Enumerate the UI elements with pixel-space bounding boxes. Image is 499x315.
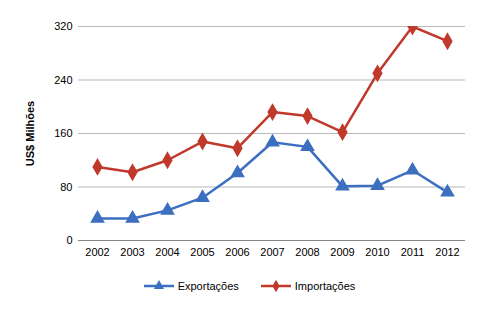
html-text:Importações: Importações bbox=[294, 280, 356, 292]
svg-text:2007: 2007 bbox=[260, 246, 284, 258]
svg-text:240: 240 bbox=[54, 74, 72, 86]
svg-text:US$ Milhões: US$ Milhões bbox=[24, 101, 36, 166]
svg-text:2010: 2010 bbox=[365, 246, 389, 258]
svg-text:160: 160 bbox=[54, 127, 72, 139]
svg-text:80: 80 bbox=[60, 181, 72, 193]
svg-text:2008: 2008 bbox=[295, 246, 319, 258]
svg-text:2004: 2004 bbox=[155, 246, 179, 258]
svg-text:320: 320 bbox=[54, 20, 72, 32]
svg-text:2011: 2011 bbox=[401, 246, 425, 258]
svg-text:2006: 2006 bbox=[225, 246, 249, 258]
svg-text:2005: 2005 bbox=[190, 246, 214, 258]
svg-text:2003: 2003 bbox=[120, 246, 144, 258]
html-text:Exportações: Exportações bbox=[177, 280, 239, 292]
svg-text:0: 0 bbox=[66, 234, 72, 246]
svg-text:2012: 2012 bbox=[435, 246, 459, 258]
svg-text:2002: 2002 bbox=[85, 246, 109, 258]
svg-text:2009: 2009 bbox=[330, 246, 354, 258]
